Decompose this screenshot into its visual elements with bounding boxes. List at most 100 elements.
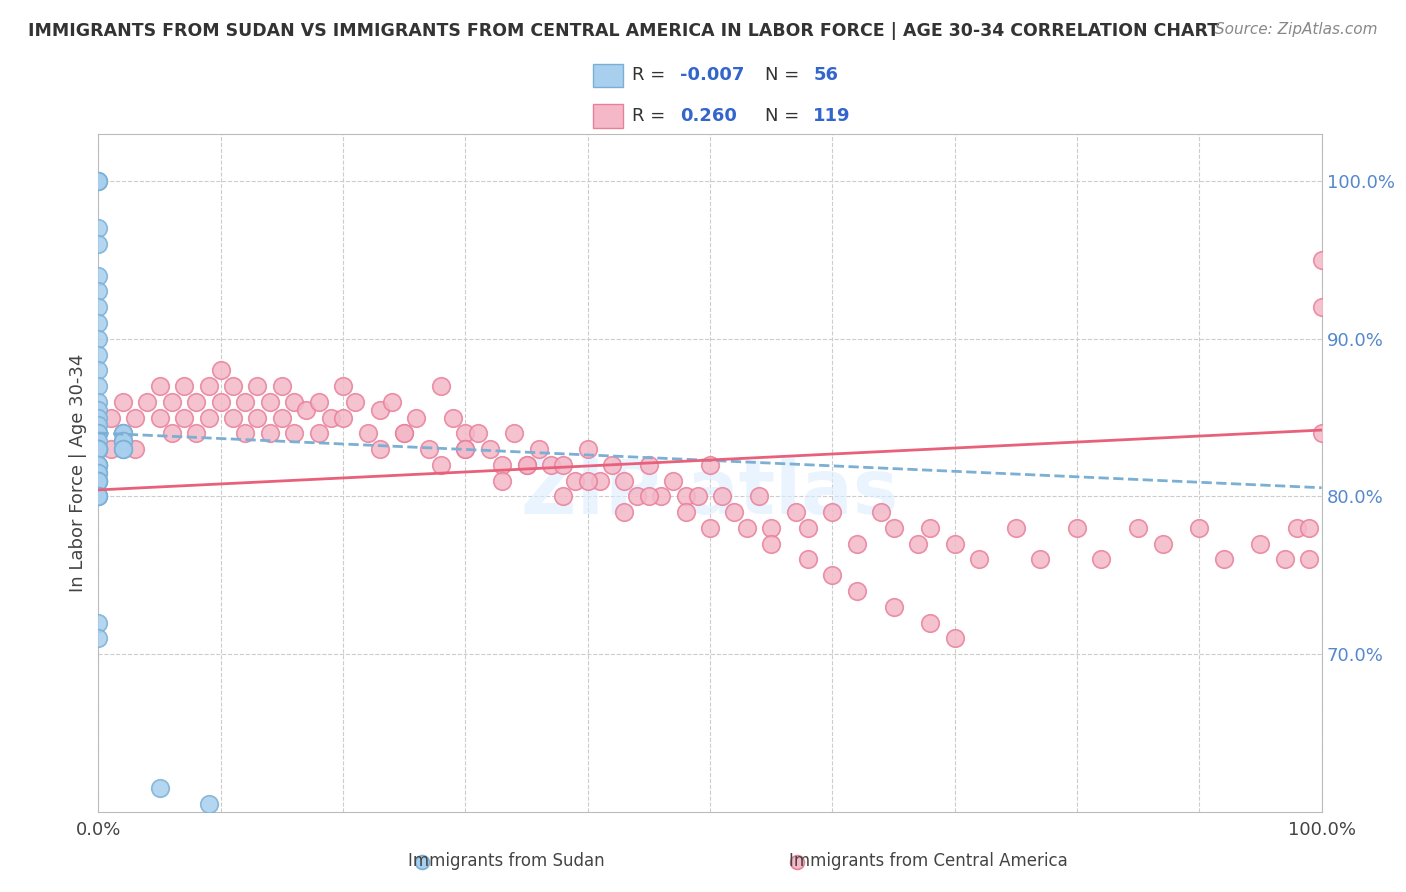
Point: [111, 426, 134, 441]
Point: [87, 332, 110, 346]
Point: [564, 474, 586, 488]
Point: [87, 426, 110, 441]
Point: [87, 237, 110, 252]
Point: [87, 458, 110, 472]
Point: [1066, 521, 1088, 535]
Point: [553, 458, 575, 472]
Point: [246, 379, 269, 393]
Point: [149, 379, 172, 393]
Point: [124, 442, 146, 456]
Point: [1029, 552, 1052, 566]
Point: [686, 490, 709, 504]
Point: [381, 394, 404, 409]
Point: [136, 394, 159, 409]
Point: [186, 426, 208, 441]
Point: [111, 442, 134, 456]
Point: [430, 379, 453, 393]
Point: [295, 402, 318, 417]
Point: [87, 174, 110, 188]
Text: 119: 119: [813, 107, 851, 125]
Point: [943, 537, 966, 551]
Point: [1298, 552, 1320, 566]
Point: [943, 632, 966, 646]
Point: [1310, 300, 1333, 314]
Point: [197, 410, 219, 425]
Point: [527, 442, 550, 456]
Point: [748, 490, 770, 504]
Text: R =: R =: [631, 107, 676, 125]
Point: [283, 426, 305, 441]
Point: [111, 434, 134, 449]
Point: [454, 426, 477, 441]
Point: [87, 426, 110, 441]
Point: [761, 521, 783, 535]
Point: [270, 410, 294, 425]
Text: Immigrants from Central America: Immigrants from Central America: [789, 852, 1067, 870]
Point: [576, 442, 599, 456]
Point: [723, 505, 745, 519]
Point: [515, 458, 537, 472]
Point: [711, 490, 734, 504]
Point: [907, 537, 929, 551]
Point: [699, 521, 721, 535]
Point: [785, 505, 807, 519]
Point: [332, 410, 354, 425]
Point: [87, 474, 110, 488]
Point: [87, 458, 110, 472]
Point: [87, 174, 110, 188]
Point: [111, 434, 134, 449]
Point: [283, 394, 305, 409]
Point: [87, 458, 110, 472]
Point: [761, 537, 783, 551]
Text: N =: N =: [765, 107, 804, 125]
Point: [87, 474, 110, 488]
Point: [111, 394, 134, 409]
Point: [540, 458, 562, 472]
Point: [626, 490, 648, 504]
Point: [1310, 426, 1333, 441]
Point: [197, 379, 219, 393]
Point: [87, 490, 110, 504]
Point: [1004, 521, 1026, 535]
Point: [503, 426, 526, 441]
Point: [675, 505, 697, 519]
Point: [650, 490, 672, 504]
Point: [87, 363, 110, 377]
Point: [100, 442, 122, 456]
Text: N =: N =: [765, 66, 804, 84]
Point: [967, 552, 990, 566]
Point: [491, 474, 513, 488]
Point: [100, 410, 122, 425]
Point: [845, 584, 868, 599]
Point: [222, 410, 245, 425]
Point: [111, 434, 134, 449]
Point: [87, 426, 110, 441]
Point: [259, 426, 281, 441]
Point: [87, 379, 110, 393]
Point: [87, 174, 110, 188]
Point: [411, 855, 433, 869]
Point: [368, 402, 391, 417]
Point: [87, 442, 110, 456]
Point: [308, 394, 330, 409]
Point: [246, 410, 269, 425]
Text: 0.260: 0.260: [681, 107, 737, 125]
Point: [553, 490, 575, 504]
Point: [845, 537, 868, 551]
Point: [1310, 252, 1333, 267]
Point: [87, 490, 110, 504]
Point: [883, 521, 905, 535]
Point: [111, 426, 134, 441]
Text: R =: R =: [631, 66, 671, 84]
Point: [920, 521, 942, 535]
Point: [368, 442, 391, 456]
Point: [821, 505, 844, 519]
Point: [87, 632, 110, 646]
Text: Immigrants from Sudan: Immigrants from Sudan: [408, 852, 605, 870]
Point: [87, 442, 110, 456]
Point: [173, 379, 195, 393]
Point: [87, 458, 110, 472]
Point: [87, 402, 110, 417]
Text: -0.007: -0.007: [681, 66, 745, 84]
Point: [149, 410, 172, 425]
